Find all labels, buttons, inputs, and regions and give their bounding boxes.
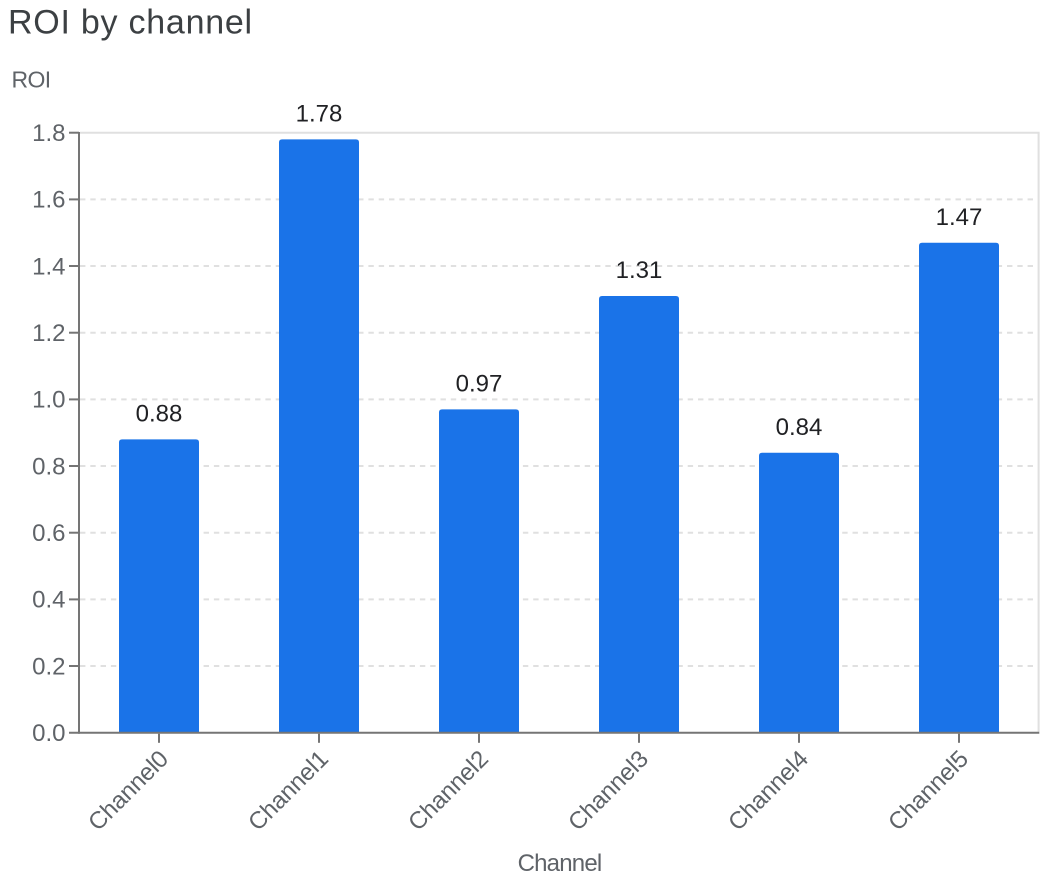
svg-text:1.31: 1.31 [616,257,663,284]
svg-text:1.78: 1.78 [296,101,343,128]
svg-text:1.0: 1.0 [32,387,65,414]
svg-text:1.47: 1.47 [936,204,983,231]
svg-text:1.6: 1.6 [32,187,65,214]
svg-text:0.97: 0.97 [456,371,503,398]
svg-text:0.8: 0.8 [32,453,65,480]
svg-text:Channel: Channel [518,850,602,877]
svg-text:1.4: 1.4 [32,253,65,280]
svg-text:0.88: 0.88 [136,401,183,428]
svg-text:0.2: 0.2 [32,653,65,680]
svg-text:0.0: 0.0 [32,720,65,747]
svg-text:0.6: 0.6 [32,520,65,547]
svg-text:1.8: 1.8 [32,120,65,147]
svg-text:0.84: 0.84 [776,414,823,441]
svg-text:ROI by channel: ROI by channel [8,4,253,42]
svg-text:0.4: 0.4 [32,587,65,614]
svg-text:1.2: 1.2 [32,320,65,347]
svg-text:ROI: ROI [12,66,51,92]
